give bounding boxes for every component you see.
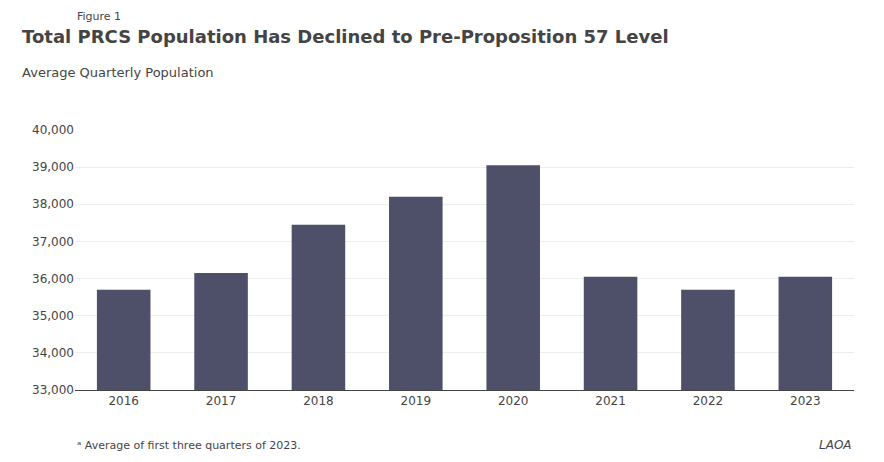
svg-text:Total PRCS Population Has Decl: Total PRCS Population Has Declined to Pr… [22,26,668,47]
svg-text:2022: 2022 [693,394,724,408]
svg-text:2021: 2021 [595,394,626,408]
svg-text:39,000: 39,000 [32,160,74,174]
svg-text:Figure 1: Figure 1 [77,10,121,23]
svg-text:2020: 2020 [498,394,529,408]
svg-text:37,000: 37,000 [32,235,74,249]
svg-text:33,000: 33,000 [32,383,74,397]
svg-text:Average Quarterly Population: Average Quarterly Population [22,65,213,80]
svg-text:34,000: 34,000 [32,346,74,360]
svg-text:38,000: 38,000 [32,197,74,211]
svg-text:2023: 2023 [790,394,821,408]
svg-text:40,000: 40,000 [32,123,74,137]
svg-text:36,000: 36,000 [32,272,74,286]
svg-text:2017: 2017 [206,394,237,408]
svg-text:35,000: 35,000 [32,309,74,323]
svg-text:2018: 2018 [303,394,334,408]
svg-text:2016: 2016 [108,394,139,408]
svg-text:ᵃ Average of first three quart: ᵃ Average of first three quarters of 202… [77,439,301,452]
svg-text:LAOA: LAOA [819,438,852,452]
svg-text:2019: 2019 [401,394,432,408]
